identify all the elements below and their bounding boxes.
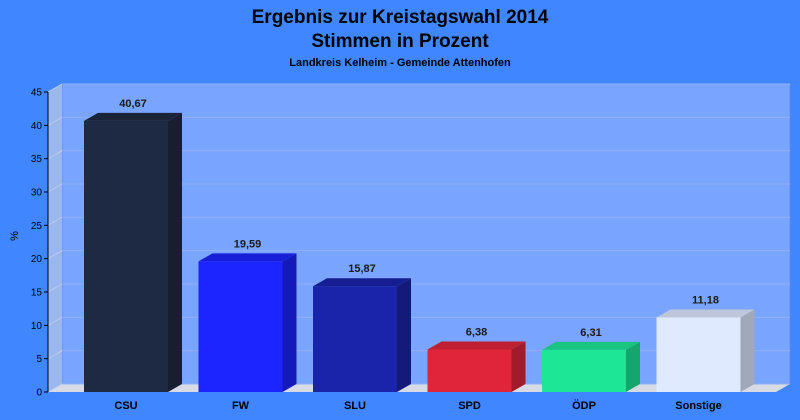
y-tick-label: 15	[31, 288, 43, 299]
y-tick-label: 45	[31, 88, 43, 99]
grid-side-line	[47, 250, 63, 260]
grid-side-line	[47, 116, 63, 126]
bar-top	[84, 112, 182, 121]
bar-spd: 6,38	[427, 326, 526, 392]
data-label: 6,38	[466, 326, 487, 338]
y-tick-label: 0	[36, 388, 42, 399]
bar-top	[427, 341, 526, 350]
bar-top	[313, 278, 411, 287]
bar-fw: 19,59	[198, 238, 297, 392]
bar-top	[656, 309, 755, 318]
grid-side-line	[47, 316, 63, 326]
data-label: 6,31	[580, 327, 601, 339]
grid-side-line	[47, 350, 63, 360]
grid-side-line	[47, 216, 63, 226]
bar-front	[198, 261, 283, 392]
y-tick-label: 40	[31, 121, 43, 132]
y-tick-label: 5	[36, 354, 42, 365]
grid-side-line	[47, 383, 63, 393]
data-label: 11,18	[692, 294, 719, 306]
bar-top	[198, 253, 297, 262]
x-tick-label: FW	[232, 400, 250, 412]
grid-side-line	[47, 150, 63, 160]
y-tick-label: 30	[31, 188, 43, 199]
bars: 40,67 19,59 15,87 6,38 6,31 11,18	[84, 98, 755, 392]
x-tick-label: ÖDP	[572, 399, 596, 412]
bar-front	[84, 120, 168, 392]
bar-side	[511, 341, 526, 392]
bar-csu: 40,67	[84, 98, 182, 392]
data-label: 19,59	[234, 238, 262, 250]
bar-side	[740, 309, 755, 392]
chart-title-line-2: Stimmen in Prozent	[311, 31, 489, 52]
y-tick-label: 20	[31, 254, 43, 265]
y-axis-label: %	[9, 231, 21, 241]
x-axis-categories: CSU FW SLU SPD ÖDP Sonstige	[114, 399, 721, 412]
x-tick-label: SLU	[344, 400, 366, 412]
bar-side	[626, 341, 640, 392]
bar-front	[313, 286, 397, 392]
y-axis-ticks: 0 5 10 15 20 25 30 35 40 45	[31, 88, 49, 399]
bar-side	[168, 112, 182, 392]
y-tick-label: 25	[31, 221, 43, 232]
plot-area	[47, 83, 791, 393]
grid-side-line	[47, 283, 63, 293]
plot-left-wall	[48, 84, 62, 392]
grid-side-line	[47, 83, 63, 93]
data-label: 40,67	[119, 98, 147, 110]
bar-side	[397, 278, 411, 392]
data-label: 15,87	[348, 263, 376, 275]
x-tick-label: SPD	[458, 400, 481, 412]
grid-side-line	[47, 183, 63, 193]
bar-front	[542, 349, 626, 392]
bar-ödp: 6,31	[542, 327, 640, 392]
x-tick-label: CSU	[114, 400, 137, 412]
bar-side	[282, 253, 297, 392]
bar-slu: 15,87	[313, 263, 411, 392]
bar-front	[427, 349, 512, 392]
bar-top	[542, 341, 640, 350]
y-tick-label: 10	[31, 321, 43, 332]
chart-title: Ergebnis zur Kreistagswahl 2014	[252, 7, 549, 28]
chart-subtitle: Landkreis Kelheim - Gemeinde Attenhofen	[289, 57, 511, 69]
x-tick-label: Sonstige	[675, 400, 721, 412]
bar-front	[656, 317, 741, 392]
y-tick-label: 35	[31, 154, 43, 165]
bar-sonstige: 11,18	[656, 294, 755, 392]
